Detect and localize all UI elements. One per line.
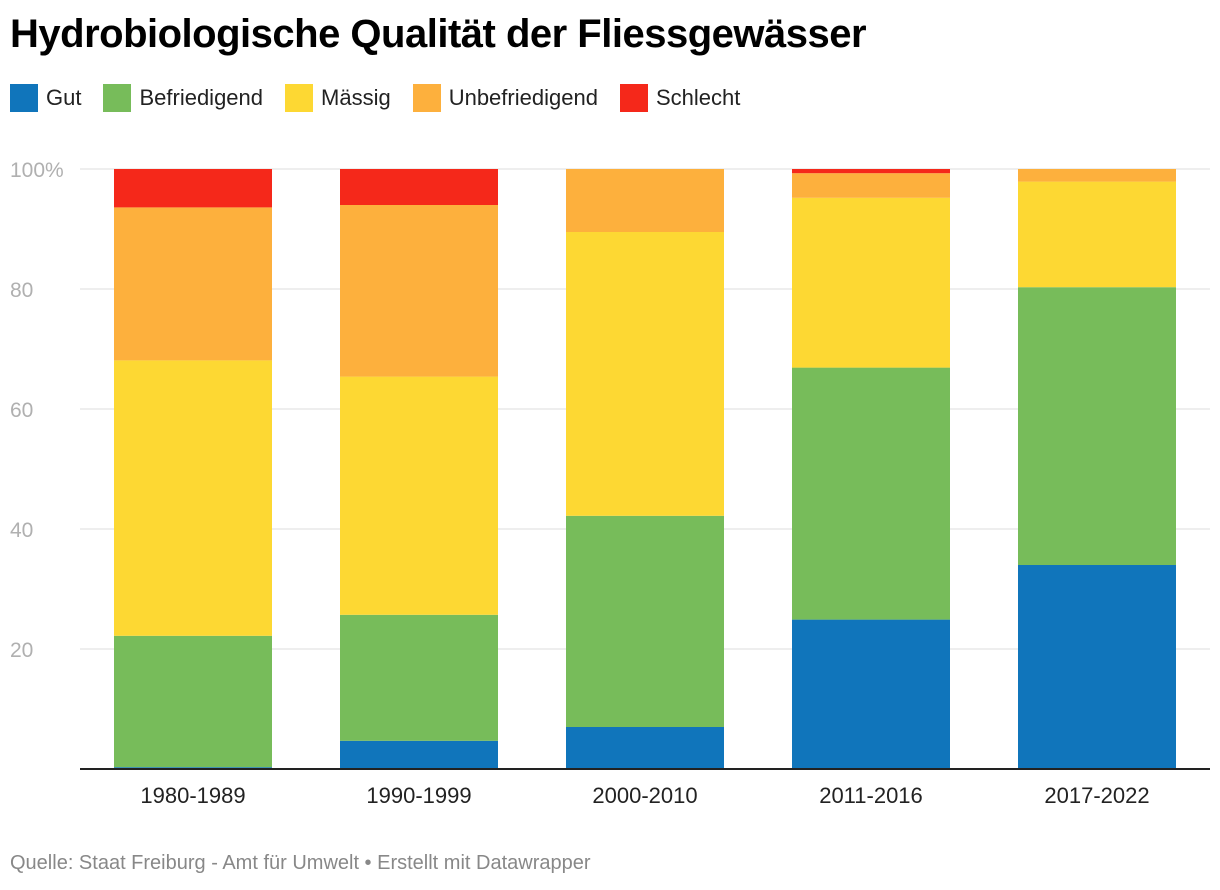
legend-item-massig: Mässig <box>285 84 391 112</box>
chart-title: Hydrobiologische Qualität der Fliessgewä… <box>10 12 867 56</box>
bar-1980-1989-befriedigend <box>114 635 272 768</box>
x-tick-label-1980-1989: 1980-1989 <box>140 783 245 808</box>
bar-1990-1999-unbefriedigend <box>340 205 498 377</box>
x-tick-label-2011-2016: 2011-2016 <box>819 783 923 808</box>
stacked-bar-chart: 20 40 60 80 100% 1980-1989 1990-1999 2000-2010 2… <box>10 159 1210 808</box>
y-tick-label-100: 100% <box>10 159 64 182</box>
bar-2017-2022-mässig <box>1018 181 1176 288</box>
legend-item-schlecht: Schlecht <box>619 84 741 112</box>
legend-label-befriedigend: Befriedigend <box>139 85 264 110</box>
bar-2000-2010-gut <box>566 727 724 769</box>
bar-2011-2016-schlecht <box>792 169 950 174</box>
bar-2000-2010-befriedigend <box>566 515 724 727</box>
bar-1990-1999-mässig <box>340 376 498 615</box>
bar-2000-2010-unbefriedigend <box>566 169 724 232</box>
legend-item-gut: Gut <box>10 84 81 112</box>
chart-legend: Gut Befriedigend Mässig Unbefriedigend S… <box>10 84 762 112</box>
bar-1980-1989-schlecht <box>114 169 272 208</box>
legend-label-gut: Gut <box>46 85 82 110</box>
bar-1990-1999-gut <box>340 740 498 769</box>
bar-2017-2022-gut <box>1018 565 1176 769</box>
legend-swatch-massig <box>285 84 314 112</box>
legend-swatch-schlecht <box>619 84 648 112</box>
legend-item-unbefriedigend: Unbefriedigend <box>412 84 598 112</box>
x-tick-label-1990-1999: 1990-1999 <box>366 783 471 808</box>
legend-item-befriedigend: Befriedigend <box>103 84 263 112</box>
bar-1980-1989-mässig <box>114 360 272 636</box>
legend-label-massig: Mässig <box>321 85 391 110</box>
source-footer: Quelle: Staat Freiburg - Amt für Umwelt … <box>10 852 591 874</box>
bar-1990-1999-schlecht <box>340 169 498 205</box>
legend-label-schlecht: Schlecht <box>655 85 741 110</box>
legend-swatch-befriedigend <box>103 84 132 112</box>
legend-swatch-gut <box>10 84 38 112</box>
bar-2011-2016-mässig <box>792 197 950 368</box>
bar-2000-2010-mässig <box>566 232 724 516</box>
bar-1990-1999-befriedigend <box>340 614 498 741</box>
x-tick-label-2017-2022: 2017-2022 <box>1044 783 1149 808</box>
x-tick-label-2000-2010: 2000-2010 <box>592 783 697 808</box>
y-tick-label-40: 40 <box>10 519 33 542</box>
y-tick-label-80: 80 <box>10 279 33 302</box>
bar-2017-2022-befriedigend <box>1018 287 1176 565</box>
y-tick-label-20: 20 <box>10 639 33 662</box>
y-tick-label-60: 60 <box>10 399 33 422</box>
bar-2011-2016-unbefriedigend <box>792 173 950 198</box>
bar-2011-2016-gut <box>792 619 950 769</box>
bar-2011-2016-befriedigend <box>792 367 950 620</box>
legend-swatch-unbefriedigend <box>412 84 441 112</box>
bar-2017-2022-unbefriedigend <box>1018 169 1176 182</box>
legend-label-unbefriedigend: Unbefriedigend <box>448 85 598 110</box>
bar-1980-1989-unbefriedigend <box>114 207 272 361</box>
